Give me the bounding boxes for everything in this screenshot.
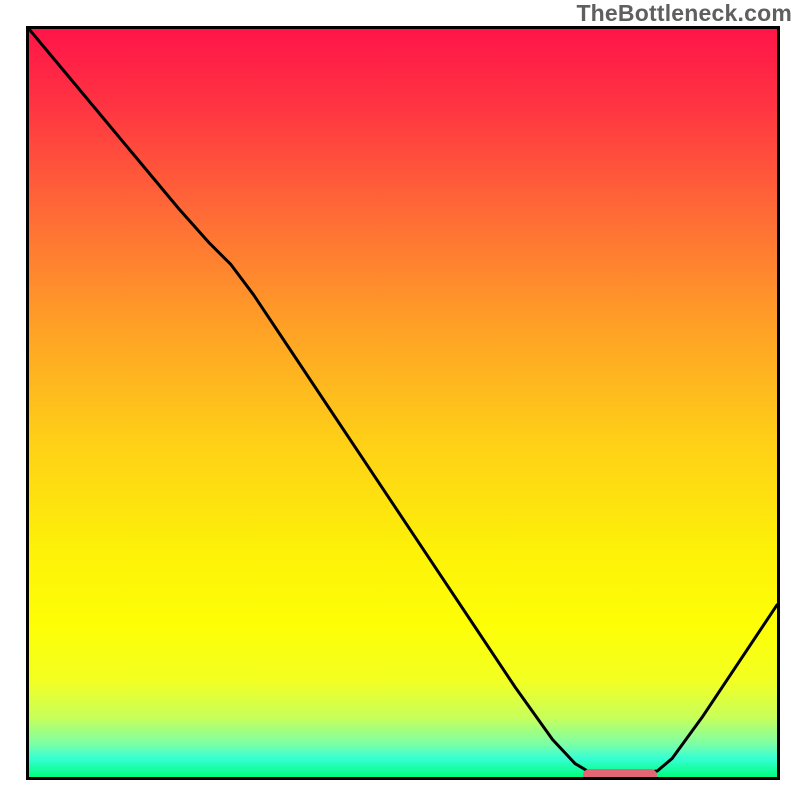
watermark-text: TheBottleneck.com (576, 0, 792, 27)
bottleneck-curve (29, 29, 777, 777)
chart-frame: { "watermark": { "text": "TheBottleneck.… (0, 0, 800, 800)
optimal-range-marker (583, 769, 658, 780)
plot-area (26, 26, 780, 780)
